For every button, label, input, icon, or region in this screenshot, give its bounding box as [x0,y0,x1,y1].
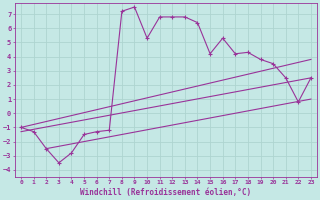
X-axis label: Windchill (Refroidissement éolien,°C): Windchill (Refroidissement éolien,°C) [80,188,252,197]
